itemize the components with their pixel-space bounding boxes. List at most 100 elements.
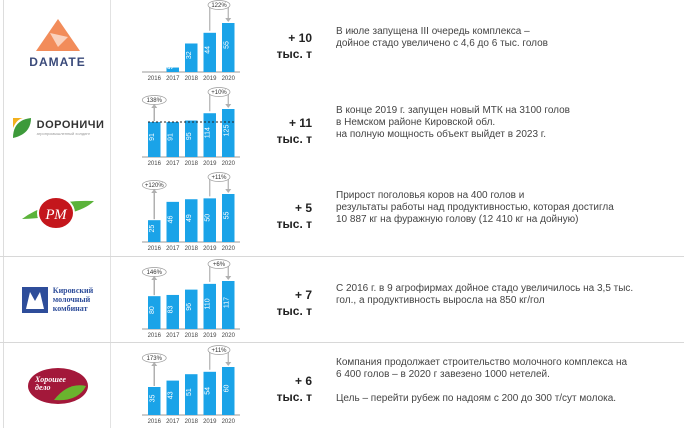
bar-chart: 91 2016 91 2017 95 2018 114 2019 125 2020 +10% 138% — [141, 87, 240, 167]
logo-subtext: агропромышленный холдинг — [36, 131, 91, 136]
bar — [222, 109, 235, 157]
bar — [148, 387, 161, 415]
description: В конце 2019 г. запущен новый МТК на 310… — [336, 105, 570, 140]
bar — [185, 374, 198, 415]
bar-value-label: 35 — [149, 395, 156, 403]
bar — [203, 32, 216, 72]
right-growth-badge: +11% — [211, 348, 227, 354]
year-tick-label: 2020 — [222, 76, 236, 82]
year-tick-label: 2016 — [148, 419, 162, 425]
badge-ellipse — [207, 87, 231, 97]
logo-text: Кировский молочный комбинат — [52, 286, 94, 313]
bar — [148, 220, 161, 242]
bar-value-label: 25 — [149, 225, 156, 233]
gain-unit: тыс. т — [276, 47, 312, 61]
company-row: РМ 25 2016 46 2017 49 2018 50 2019 55 2020 +11% +12… — [0, 170, 684, 255]
bar — [185, 199, 198, 242]
arrow-up-icon — [151, 189, 158, 193]
year-tick-label: 2016 — [148, 76, 162, 82]
bar — [203, 198, 216, 242]
year-tick-label: 2020 — [222, 161, 236, 167]
logo-text: DОРОНИЧИ — [36, 119, 105, 131]
logo-text: РМ — [44, 207, 68, 223]
arrow-down-icon — [225, 104, 232, 108]
gain-value: + 5 тыс. т — [262, 200, 312, 232]
bar — [166, 201, 179, 242]
bar — [166, 67, 179, 72]
bar-value-label: 54 — [205, 387, 212, 395]
bar — [222, 367, 235, 415]
gain-number: + 10 — [288, 31, 312, 45]
badge-ellipse — [141, 180, 167, 190]
bar — [222, 194, 235, 242]
company-logo: DОРОНИЧИ агропромышленный холдинг — [10, 95, 105, 160]
bar-chart: 80 2016 83 2017 96 2018 110 2019 117 2020 +6% 146% — [141, 259, 240, 339]
year-tick-label: 2018 — [185, 246, 199, 252]
badge-ellipse — [141, 267, 167, 277]
bar-chart: 2016 5 2017 32 2018 44 2019 55 2020 122% — [142, 0, 240, 82]
gain-value: + 10 тыс. т — [262, 30, 312, 62]
logo-text: Хорошее дело — [35, 374, 66, 392]
year-tick-label: 2020 — [222, 333, 236, 339]
year-tick-label: 2019 — [203, 76, 217, 82]
bar — [185, 43, 198, 72]
year-tick-label: 2018 — [185, 161, 199, 167]
year-tick-label: 2017 — [166, 333, 180, 339]
frame-line — [3, 0, 4, 428]
bar-value-label: 55 — [223, 41, 230, 49]
bar — [148, 122, 161, 157]
year-tick-label: 2018 — [185, 333, 199, 339]
year-tick-label: 2020 — [222, 419, 236, 425]
bar-value-label: 80 — [149, 306, 156, 314]
company-row: DAMATE 2016 5 2017 32 2018 44 2019 55 2020 122% +… — [0, 0, 684, 85]
bar — [166, 380, 179, 415]
badge-ellipse — [141, 353, 167, 363]
arrow-up-icon — [151, 276, 158, 280]
bar-value-label: 114 — [205, 127, 212, 138]
gain-unit: тыс. т — [276, 390, 312, 404]
svg-text:РМ: РМ — [44, 207, 68, 223]
gain-value: + 6 тыс. т — [262, 373, 312, 405]
logo-text: DAMATE — [29, 54, 86, 69]
gain-value: + 11 тыс. т — [262, 115, 312, 147]
bar — [222, 281, 235, 329]
company-logo: РМ — [10, 180, 105, 245]
bar-value-label: 95 — [186, 132, 193, 140]
year-tick-label: 2019 — [203, 419, 217, 425]
gain-unit: тыс. т — [276, 217, 312, 231]
badge-ellipse — [207, 172, 231, 182]
arrow-down-icon — [225, 362, 232, 366]
arrow-up-icon — [151, 104, 158, 108]
gain-value: + 7 тыс. т — [262, 287, 312, 319]
right-growth-badge: +6% — [213, 262, 226, 268]
right-growth-badge: +11% — [211, 175, 227, 181]
left-growth-badge: 138% — [147, 98, 163, 104]
right-growth-badge: 122% — [211, 3, 227, 9]
bar-value-label: 91 — [168, 133, 175, 141]
bar-value-label: 46 — [168, 215, 175, 223]
bar — [203, 113, 216, 157]
bar — [222, 23, 235, 72]
year-tick-label: 2016 — [148, 161, 162, 167]
badge-ellipse — [207, 345, 231, 355]
bar-value-label: 5 — [168, 65, 175, 69]
bar-value-label: 125 — [223, 125, 230, 137]
column-divider — [110, 0, 111, 428]
gain-unit: тыс. т — [276, 132, 312, 146]
bar-value-label: 60 — [223, 385, 230, 393]
bar-value-label: 91 — [149, 133, 156, 141]
company-row: Кировский молочный комбинат 80 2016 83 2017… — [0, 256, 684, 341]
right-growth-badge: +10% — [211, 90, 227, 96]
year-tick-label: 2019 — [203, 161, 217, 167]
year-tick-label: 2018 — [185, 419, 199, 425]
bar-chart: 35 2016 43 2017 51 2018 54 2019 60 2020 +11% 173% — [141, 345, 240, 425]
company-logo: Хорошее дело — [10, 353, 105, 418]
bar — [203, 283, 216, 329]
gain-number: + 5 — [294, 201, 312, 215]
year-tick-label: 2017 — [166, 161, 180, 167]
company-logo: DAMATE — [10, 10, 105, 75]
gain-number: + 11 — [288, 116, 312, 130]
bar-value-label: 51 — [186, 388, 193, 396]
bar-value-label: 110 — [205, 298, 212, 309]
arrow-up-icon — [151, 362, 158, 366]
